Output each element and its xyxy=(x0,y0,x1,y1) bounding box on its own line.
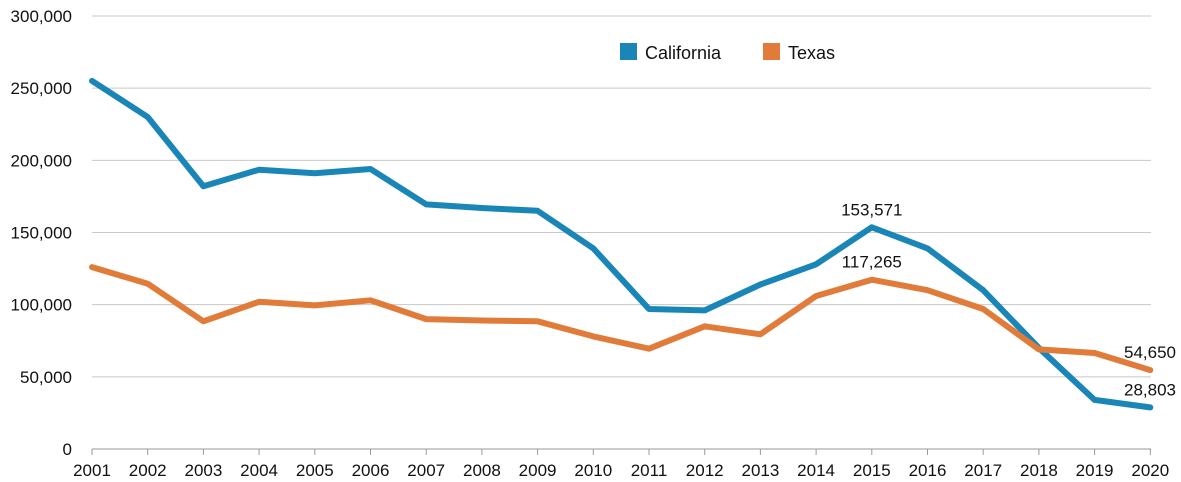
data-label-california-2015: 153,571 xyxy=(841,200,902,219)
data-point-texas xyxy=(145,281,150,286)
x-tick-label: 2014 xyxy=(797,461,835,480)
data-point-texas xyxy=(1148,368,1153,373)
data-point-california xyxy=(90,78,94,83)
x-tick-label: 2017 xyxy=(964,461,1002,480)
legend: California Texas xyxy=(620,43,835,63)
data-point-texas xyxy=(90,265,94,270)
data-point-texas xyxy=(424,317,429,322)
series-lines xyxy=(89,77,1154,411)
data-point-california xyxy=(424,202,429,207)
data-point-california xyxy=(479,205,484,210)
data-point-california xyxy=(201,184,206,189)
x-tick-label: 2015 xyxy=(853,461,891,480)
y-tick-label: 0 xyxy=(63,440,72,459)
x-tick-label: 2019 xyxy=(1076,461,1114,480)
data-point-texas xyxy=(479,318,484,323)
x-tick-label: 2006 xyxy=(352,461,390,480)
data-point-california xyxy=(312,171,317,176)
data-labels: 153,571 117,265 54,650 28,803 xyxy=(841,200,1176,399)
data-point-texas xyxy=(201,319,206,324)
y-tick-label: 250,000 xyxy=(11,79,72,98)
x-tick-label: 2001 xyxy=(73,461,111,480)
x-tick-label: 2007 xyxy=(407,461,445,480)
data-point-california xyxy=(257,167,262,172)
data-point-california xyxy=(535,208,540,213)
data-point-california xyxy=(145,115,150,120)
data-point-texas xyxy=(1036,347,1041,352)
data-point-texas xyxy=(981,306,986,311)
data-point-texas xyxy=(814,294,819,299)
x-tick-label: 2002 xyxy=(129,461,167,480)
data-point-california xyxy=(981,288,986,293)
data-point-texas xyxy=(312,303,317,308)
series-line-california xyxy=(89,77,1154,411)
x-tick-label: 2012 xyxy=(686,461,724,480)
x-tick-label: 2011 xyxy=(631,461,668,480)
data-point-california xyxy=(591,246,596,251)
data-point-california xyxy=(814,262,819,267)
x-tick-label: 2013 xyxy=(741,461,779,480)
legend-swatch-california xyxy=(620,43,637,60)
legend-swatch-texas xyxy=(763,43,780,60)
x-tick-label: 2009 xyxy=(519,461,557,480)
x-tick-label: 2008 xyxy=(463,461,501,480)
data-point-texas xyxy=(869,277,874,282)
data-point-texas xyxy=(1092,351,1097,356)
data-point-california xyxy=(1092,397,1097,402)
x-axis-ticks: 2001 2002 2003 2004 2005 2006 2007 2008 2009 2010… xyxy=(73,449,1169,480)
series-line-texas xyxy=(89,264,1154,374)
data-label-texas-2020: 54,650 xyxy=(1124,343,1176,362)
y-axis-ticks: 0 50,000 100,000 150,000 200,000 250,000 300,0… xyxy=(11,7,72,459)
data-point-california xyxy=(1148,405,1153,410)
legend-label-texas: Texas xyxy=(788,43,835,63)
data-point-texas xyxy=(535,319,540,324)
y-tick-label: 100,000 xyxy=(11,296,72,315)
x-tick-label: 2016 xyxy=(909,461,947,480)
data-point-texas xyxy=(758,332,763,337)
data-point-texas xyxy=(647,346,651,351)
y-tick-label: 300,000 xyxy=(11,7,72,26)
data-point-texas xyxy=(925,288,930,293)
y-tick-label: 50,000 xyxy=(20,368,72,387)
data-point-texas xyxy=(702,324,707,329)
x-tick-label: 2005 xyxy=(296,461,334,480)
data-label-texas-2015: 117,265 xyxy=(842,253,902,272)
x-tick-label: 2004 xyxy=(240,461,278,480)
data-point-california xyxy=(758,282,763,287)
data-point-texas xyxy=(591,334,596,339)
data-point-texas xyxy=(368,298,373,303)
data-point-california xyxy=(925,246,930,251)
data-point-texas xyxy=(257,299,262,304)
gridlines xyxy=(92,15,1151,450)
x-tick-label: 2018 xyxy=(1020,461,1058,480)
data-point-california xyxy=(647,306,651,311)
data-point-california xyxy=(702,308,707,313)
y-tick-label: 200,000 xyxy=(11,151,72,170)
legend-label-california: California xyxy=(645,43,722,63)
y-tick-label: 150,000 xyxy=(11,224,72,243)
x-tick-label: 2020 xyxy=(1131,461,1169,480)
x-tick-label: 2010 xyxy=(574,461,612,480)
data-point-california xyxy=(869,225,874,230)
x-tick-label: 2003 xyxy=(184,461,222,480)
data-point-california xyxy=(368,166,373,171)
data-label-california-2020: 28,803 xyxy=(1124,380,1176,399)
